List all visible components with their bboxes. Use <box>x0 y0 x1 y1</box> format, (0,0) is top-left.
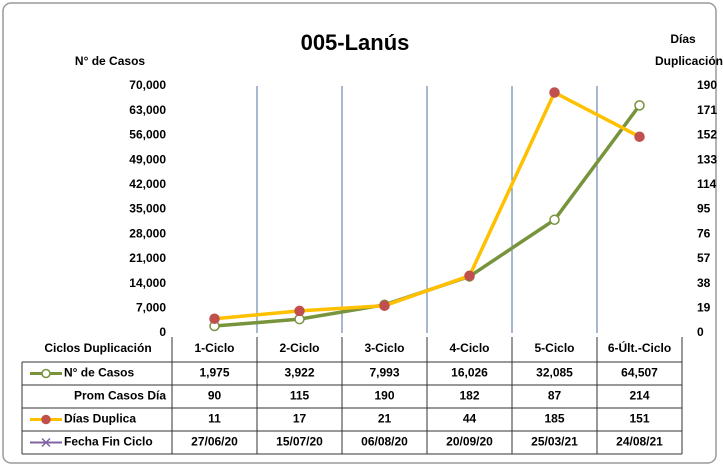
x-tick-label: 1-Ciclo <box>194 341 234 355</box>
table-cell: 7,993 <box>369 366 399 380</box>
legend-label: N° de Casos <box>64 366 134 380</box>
table-cell: 20/09/20 <box>446 435 493 449</box>
chart-title: 005-Lanús <box>301 30 410 55</box>
x-tick-label: 6-Últ.-Ciclo <box>608 340 671 355</box>
table-cell: 214 <box>629 389 649 403</box>
y-tick-label: 28,000 <box>129 226 166 240</box>
table-cell: 182 <box>459 389 479 403</box>
table-cell: 24/08/21 <box>616 435 663 449</box>
y-axis-label: N° de Casos <box>75 54 145 68</box>
table-cell: 90 <box>208 389 222 403</box>
y-tick-label: 35,000 <box>129 202 166 216</box>
y2-tick-label: 0 <box>697 325 704 339</box>
table-cell: 27/06/20 <box>191 435 238 449</box>
x-tick-label: 3-Ciclo <box>364 341 404 355</box>
table-cell: 32,085 <box>536 366 573 380</box>
y2-tick-label: 171 <box>697 103 717 117</box>
legend-marker <box>41 437 51 448</box>
y2-tick-label: 95 <box>697 202 711 216</box>
y-tick-label: 70,000 <box>129 78 166 92</box>
frame <box>2 2 717 464</box>
y-tick-label: 49,000 <box>129 152 166 166</box>
y2-tick-label: 57 <box>697 251 711 265</box>
y-tick-label: 21,000 <box>129 251 166 265</box>
table-cell: 190 <box>374 389 394 403</box>
y2-axis-label: Duplicación <box>655 54 723 68</box>
x-tick-label: 5-Ciclo <box>534 341 574 355</box>
point <box>634 131 645 142</box>
series-line <box>214 90 641 321</box>
legend-marker <box>41 368 51 379</box>
y2-tick-label: 19 <box>697 300 711 314</box>
point <box>549 214 560 226</box>
y-tick-label: 56,000 <box>129 128 166 142</box>
table-cell: 87 <box>548 389 562 403</box>
row-label: Prom Casos Día <box>74 389 166 403</box>
table-cell: 11 <box>208 412 221 426</box>
y2-axis-label: Días <box>670 32 696 46</box>
legend-label: Fecha Fin Ciclo <box>64 435 153 449</box>
legend-label: Días Duplica <box>64 412 136 426</box>
table-cell: 06/08/20 <box>361 435 408 449</box>
point <box>379 300 390 311</box>
y-tick-label: 63,000 <box>129 103 166 117</box>
table-cell: 25/03/21 <box>531 435 578 449</box>
table-cell: 21 <box>378 412 392 426</box>
table-header: Ciclos Duplicación <box>44 341 151 355</box>
y-tick-label: 42,000 <box>129 177 166 191</box>
x-tick-label: 4-Ciclo <box>449 341 489 355</box>
y-tick-label: 0 <box>159 325 166 339</box>
table-cell: 17 <box>293 412 307 426</box>
y2-tick-label: 133 <box>697 152 717 166</box>
point <box>634 100 645 111</box>
table-cell: 44 <box>463 412 477 426</box>
y-tick-label: 7,000 <box>136 300 166 314</box>
legend-marker <box>41 414 51 425</box>
y2-tick-label: 76 <box>697 226 711 240</box>
table-cell: 16,026 <box>451 366 488 380</box>
y-tick-label: 14,000 <box>129 276 166 290</box>
point <box>549 87 560 98</box>
table-cell: 185 <box>544 412 564 426</box>
point <box>464 270 475 282</box>
table-cell: 64,507 <box>621 366 658 380</box>
point <box>209 313 220 324</box>
y2-tick-label: 152 <box>697 128 717 142</box>
table-cell: 1,975 <box>199 366 229 380</box>
x-tick-label: 2-Ciclo <box>279 341 319 355</box>
table-cell: 15/07/20 <box>276 435 323 449</box>
table-cell: 115 <box>290 389 310 403</box>
y2-tick-label: 38 <box>697 276 711 290</box>
y2-tick-label: 190 <box>697 78 717 92</box>
table-cell: 151 <box>629 412 649 426</box>
table-cell: 3,922 <box>284 366 314 380</box>
point <box>294 305 305 317</box>
y2-tick-label: 114 <box>697 177 717 191</box>
